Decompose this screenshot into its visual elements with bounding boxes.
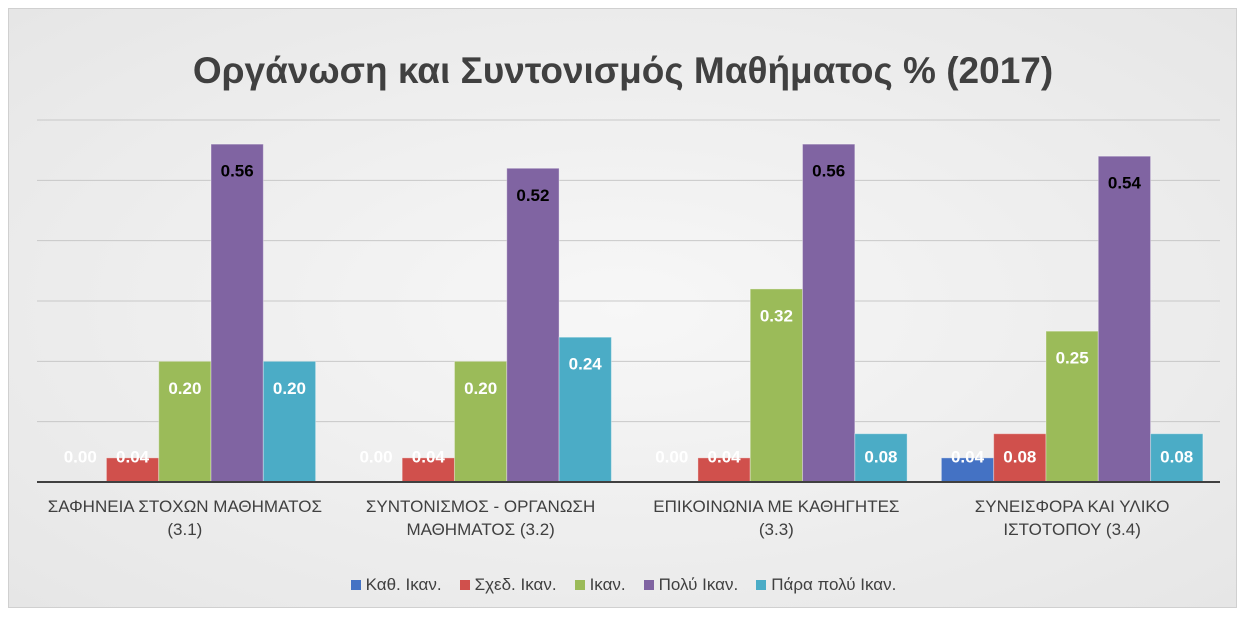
- bar: [1097, 155, 1152, 483]
- data-label: 0.56: [221, 162, 254, 181]
- data-label: 0.56: [812, 162, 845, 181]
- bar: [558, 336, 612, 483]
- bar: [453, 360, 508, 483]
- data-label: 0.08: [864, 447, 897, 466]
- x-tick-label: ΕΠΙΚΟΙΝΩΝΙΑ ΜΕ ΚΑΘΗΓΗΤΕΣ (3.3): [653, 497, 900, 539]
- data-label: 0.00: [359, 447, 392, 466]
- x-tick-label: ΣΥΝΕΙΣΦΟΡΑ ΚΑΙ ΥΛΙΚΟ ΙΣΤΟΤΟΠΟΥ (3.4): [974, 497, 1170, 539]
- data-label: 0.32: [760, 306, 793, 325]
- data-label: 0.08: [1003, 447, 1036, 466]
- legend-label: Πολύ Ικαν.: [658, 575, 739, 594]
- data-label: 0.20: [168, 379, 201, 398]
- legend-label: Σχεδ. Ικαν.: [474, 575, 557, 594]
- chart-title: Οργάνωση και Συντονισμός Μαθήματος % (20…: [193, 50, 1053, 91]
- bar: [854, 433, 908, 483]
- legend-swatch: [756, 580, 767, 590]
- data-label: 0.25: [1056, 349, 1089, 368]
- x-tick-label: ΣΑΦΗΝΕΙΑ ΣΤΟΧΩΝ ΜΑΘΗΜΑΤΟΣ (3.1): [47, 497, 322, 539]
- legend-item: Ικαν.: [574, 575, 626, 595]
- legend-label: Πάρα πολύ Ικαν.: [771, 575, 897, 594]
- data-label: 0.54: [1108, 174, 1142, 193]
- data-label: 0.00: [64, 447, 97, 466]
- data-label: 0.00: [655, 447, 688, 466]
- legend-item: Πολύ Ικαν.: [643, 575, 739, 595]
- bar: [697, 457, 751, 483]
- data-label: 0.04: [708, 447, 742, 466]
- data-label: 0.24: [569, 355, 603, 374]
- legend-item: Καθ. Ικαν.: [350, 575, 442, 595]
- data-label: 0.04: [951, 447, 985, 466]
- bar: [749, 288, 804, 483]
- data-label: 0.52: [516, 186, 549, 205]
- legend-swatch: [643, 580, 654, 590]
- data-label: 0.08: [1160, 447, 1193, 466]
- data-label: 0.04: [116, 447, 150, 466]
- x-tick-label: ΣΥΝΤΟΝΙΣΜΟΣ - ΟΡΓΑΝΩΣΗ ΜΑΘΗΜΑΤΟΣ (3.2): [365, 497, 596, 539]
- legend: Καθ. Ικαν. Σχεδ. Ικαν. Ικαν. Πολύ Ικαν. Πάρα…: [0, 575, 1247, 595]
- legend-swatch: [459, 580, 470, 590]
- legend-label: Ικαν.: [589, 575, 626, 594]
- data-label: 0.20: [464, 379, 497, 398]
- data-label: 0.04: [412, 447, 446, 466]
- bar: [506, 167, 560, 483]
- legend-swatch: [574, 580, 585, 590]
- legend-swatch: [350, 580, 361, 590]
- legend-item: Σχεδ. Ικαν.: [459, 575, 557, 595]
- bar: [993, 433, 1047, 483]
- legend-label: Καθ. Ικαν.: [365, 575, 442, 594]
- bar: [802, 143, 856, 483]
- legend-item: Πάρα πολύ Ικαν.: [756, 575, 896, 595]
- bar: [262, 360, 317, 483]
- data-label: 0.20: [273, 379, 306, 398]
- bar: [1045, 330, 1099, 483]
- bar: [210, 143, 264, 483]
